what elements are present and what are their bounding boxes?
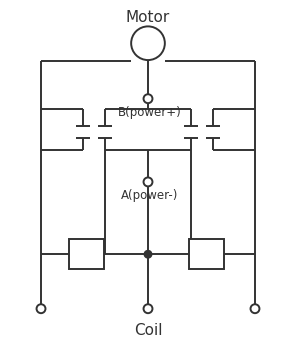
Bar (189, 239, 224, 269)
Text: Coil: Coil (134, 323, 162, 338)
Bar (69, 239, 104, 269)
Circle shape (131, 26, 165, 60)
Text: K: K (202, 247, 211, 262)
Circle shape (144, 177, 152, 186)
Circle shape (144, 94, 152, 103)
Circle shape (144, 304, 152, 313)
Text: A(power-): A(power-) (121, 189, 179, 202)
Circle shape (144, 251, 152, 258)
Circle shape (36, 304, 46, 313)
Text: Motor: Motor (126, 10, 170, 25)
Text: B(power+): B(power+) (118, 106, 182, 119)
Circle shape (250, 304, 260, 313)
Text: M: M (140, 34, 156, 52)
Text: K: K (82, 247, 91, 262)
